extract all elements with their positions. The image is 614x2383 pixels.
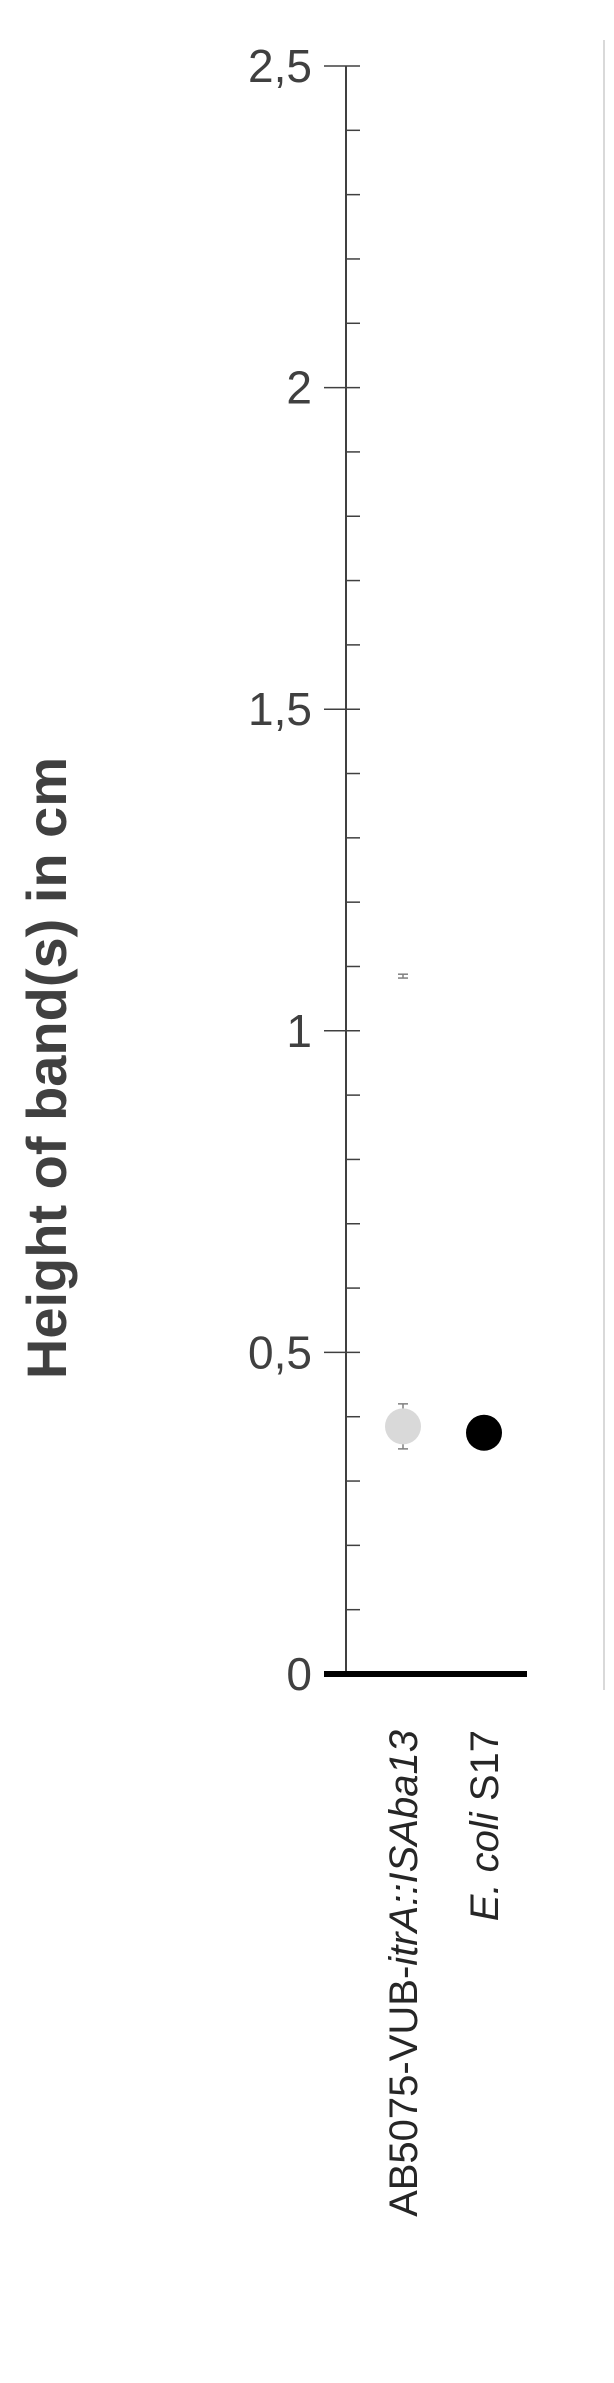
category-label: E. coli S17 bbox=[463, 1730, 507, 1921]
y-axis-title: Height of band(s) in cm bbox=[15, 757, 78, 1379]
category-labels: AB5075-VUB-itrA::ISAba13 E. coli S17 bbox=[382, 1730, 507, 2217]
category-label-part: S17 bbox=[463, 1730, 507, 1812]
y-tick-label: 2 bbox=[286, 362, 312, 414]
y-axis-ticks bbox=[324, 65, 360, 1675]
y-tick-label: 0,5 bbox=[248, 1326, 312, 1378]
data-point bbox=[385, 1408, 421, 1445]
category-label-part: itrA::ISAba13 bbox=[382, 1730, 426, 1966]
y-tick-label: 1 bbox=[286, 1005, 312, 1057]
y-axis-tick-labels: 0 0,5 1 1,5 2 2,5 bbox=[248, 40, 312, 1700]
y-tick-label: 1,5 bbox=[248, 683, 312, 735]
y-tick-label: 0 bbox=[286, 1648, 312, 1700]
category-label-part: E. coli bbox=[463, 1811, 507, 1921]
category-label-part: AB5075-VUB- bbox=[382, 1966, 426, 2217]
category-label: AB5075-VUB-itrA::ISAba13 bbox=[382, 1730, 426, 2217]
data-point bbox=[466, 1414, 502, 1451]
y-tick-label: 2,5 bbox=[248, 40, 312, 92]
data-points bbox=[385, 973, 502, 1451]
